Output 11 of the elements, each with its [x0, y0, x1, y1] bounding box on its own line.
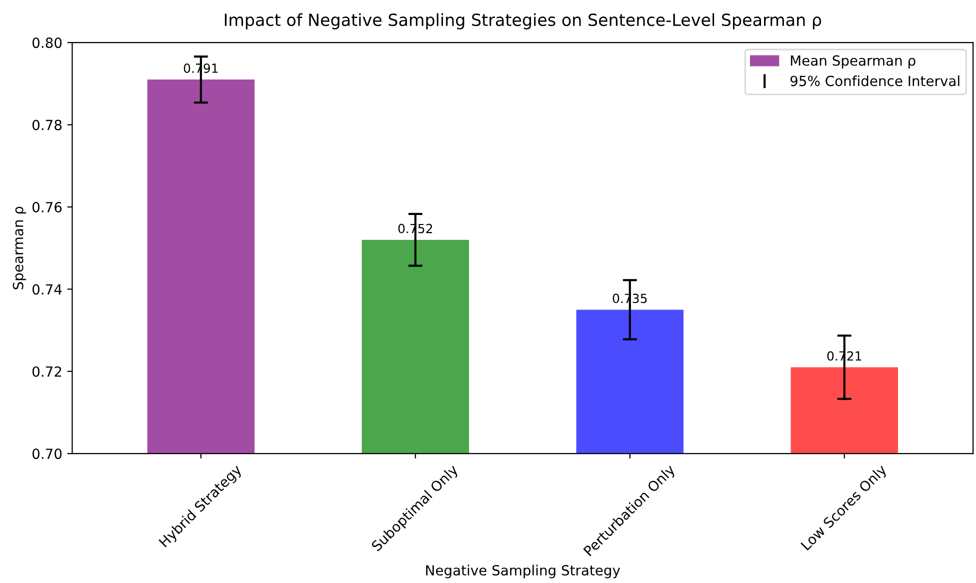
x-axis-title: Negative Sampling Strategy [426, 564, 620, 578]
y-tick-label: 0.70 [32, 448, 62, 460]
y-tick-label: 0.78 [32, 120, 62, 130]
y-axis-title: Spearman ρ [12, 206, 26, 290]
y-tick-label: 0.74 [32, 284, 62, 295]
legend-label: Mean Spearman ρ [790, 55, 916, 68]
annotation: 95% Confidence Interval [790, 75, 960, 86]
y-tick-label: 0.80 [32, 38, 62, 48]
y-tick-label: 0.72 [32, 366, 62, 377]
chart-title: Impact of Negative Sampling Strategies on Sentence-Level Spearman ρ [224, 13, 822, 30]
y-tick-label: 0.76 [32, 202, 62, 212]
